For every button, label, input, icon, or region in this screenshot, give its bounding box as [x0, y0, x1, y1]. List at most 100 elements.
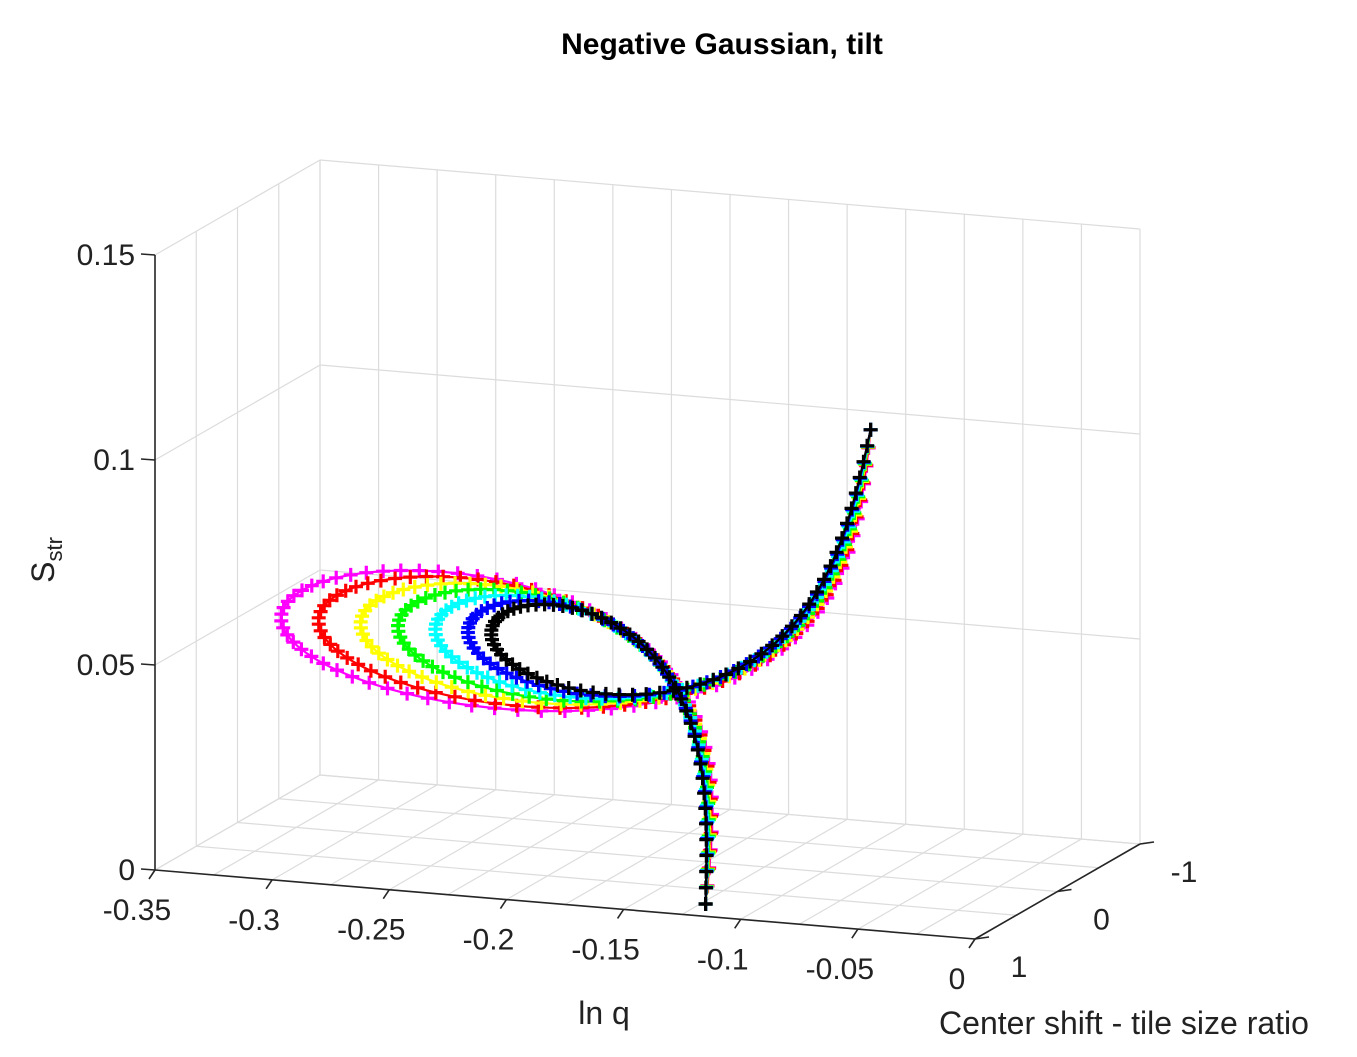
data-point	[393, 675, 408, 690]
data-point	[699, 864, 714, 879]
data-point	[584, 606, 599, 621]
data-point	[698, 897, 713, 911]
data-point	[343, 567, 358, 582]
z-tick-mark	[140, 868, 156, 871]
svg-text:Sstr: Sstr	[25, 537, 67, 583]
data-point	[631, 634, 646, 649]
data-point	[863, 422, 878, 437]
data-point	[378, 669, 393, 684]
data-point	[338, 583, 353, 598]
data-point	[490, 661, 505, 676]
y-tick-label: -1	[1171, 856, 1198, 889]
data-point	[403, 570, 418, 585]
data-point	[363, 663, 378, 678]
y-tick-mark	[1057, 888, 1072, 893]
data-point	[719, 667, 733, 682]
x-tick-mark	[148, 869, 156, 880]
data-point	[731, 661, 746, 676]
data-point	[460, 660, 475, 675]
data-point	[613, 621, 628, 636]
data-point	[492, 674, 507, 689]
data-point	[683, 716, 698, 731]
grid-line	[278, 798, 1099, 869]
z-tick-mark	[140, 253, 156, 256]
data-point	[380, 681, 395, 696]
data-point	[809, 585, 824, 599]
data-point	[687, 729, 702, 744]
x-tick-mark	[616, 908, 625, 919]
data-point	[844, 501, 859, 516]
grid-line	[319, 364, 1141, 435]
x-tick-mark	[382, 889, 390, 900]
grid-line	[154, 774, 321, 871]
z-tick-mark	[140, 458, 156, 461]
x-tick-label: -0.2	[463, 924, 515, 957]
data-point	[550, 678, 565, 692]
data-point	[329, 570, 344, 585]
data-point	[407, 580, 422, 594]
data-point	[420, 691, 435, 706]
data-point	[743, 654, 758, 669]
data-point	[294, 642, 309, 657]
data-point	[447, 689, 462, 704]
data-series	[274, 422, 878, 911]
data-point	[316, 574, 331, 589]
data-point	[625, 687, 640, 702]
data-point	[449, 583, 464, 598]
data-point	[429, 675, 444, 690]
data-point	[509, 670, 524, 685]
data-point	[386, 585, 400, 600]
data-point	[415, 670, 430, 684]
data-point	[529, 670, 544, 685]
data-point	[487, 598, 502, 613]
data-point	[817, 572, 831, 587]
data-point	[376, 589, 391, 604]
data-point	[329, 588, 344, 603]
data-point	[512, 662, 527, 677]
data-point	[612, 687, 627, 702]
grid-line	[196, 845, 1017, 916]
data-point	[425, 659, 440, 674]
grid	[154, 159, 1141, 940]
data-point	[393, 563, 408, 578]
data-point	[330, 644, 345, 659]
data-point	[340, 650, 355, 665]
data-point	[823, 559, 838, 574]
data-point	[276, 600, 291, 615]
y-tick-label: 0	[1093, 904, 1110, 937]
z-tick-mark	[140, 663, 156, 666]
chart-title: Negative Gaussian, tilt	[561, 28, 883, 61]
data-point	[345, 669, 360, 684]
z-tick-label: 0.05	[77, 649, 135, 682]
data-point	[513, 599, 528, 614]
data-point	[856, 454, 871, 469]
data-point	[438, 585, 452, 600]
data-point	[640, 642, 654, 657]
data-point	[531, 678, 546, 693]
y-tick-mark	[974, 936, 990, 940]
data-point	[380, 652, 395, 667]
data-point	[698, 801, 713, 816]
data-point	[693, 677, 708, 692]
data-point	[793, 608, 808, 623]
data-point	[444, 649, 459, 664]
data-point	[594, 610, 609, 625]
x-tick-label: -0.15	[571, 933, 639, 966]
y-tick-label: 1	[1011, 951, 1028, 984]
data-point	[376, 564, 391, 579]
data-point	[390, 658, 405, 673]
data-point	[364, 639, 379, 654]
x-tick-mark	[499, 899, 508, 910]
data-point	[784, 619, 799, 634]
data-point	[408, 648, 423, 662]
x-tick-label: -0.3	[228, 904, 280, 937]
data-point	[483, 656, 498, 671]
x-tick-label: -0.25	[337, 914, 405, 947]
data-point	[478, 688, 493, 703]
data-point	[561, 681, 576, 695]
data-point	[460, 675, 475, 690]
data-point	[396, 582, 411, 597]
data-point	[699, 816, 713, 831]
data-point	[470, 665, 484, 680]
data-point	[775, 629, 790, 644]
